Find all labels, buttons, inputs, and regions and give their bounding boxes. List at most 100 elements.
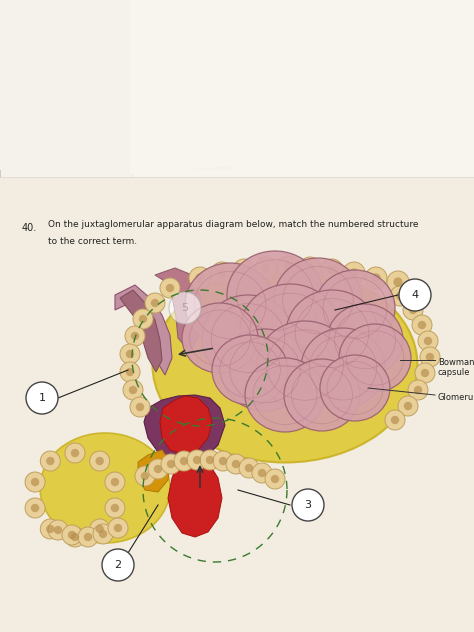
Circle shape [321, 259, 343, 281]
Ellipse shape [315, 270, 395, 346]
Circle shape [95, 525, 104, 533]
Circle shape [252, 463, 272, 483]
Circle shape [125, 326, 145, 346]
Ellipse shape [284, 359, 360, 431]
Text: Glomerulus: Glomerulus [438, 393, 474, 402]
Circle shape [393, 277, 402, 287]
Circle shape [148, 459, 168, 479]
Circle shape [232, 460, 240, 468]
Circle shape [387, 271, 409, 293]
Polygon shape [0, 185, 474, 632]
Circle shape [95, 457, 104, 465]
Circle shape [409, 306, 417, 314]
Circle shape [365, 267, 387, 289]
Circle shape [424, 337, 432, 345]
Circle shape [145, 293, 165, 313]
Circle shape [167, 460, 175, 468]
Circle shape [174, 451, 194, 471]
Circle shape [102, 549, 134, 581]
Circle shape [130, 397, 150, 417]
Ellipse shape [286, 290, 378, 376]
Polygon shape [155, 268, 203, 352]
Circle shape [71, 533, 79, 541]
Ellipse shape [221, 329, 309, 411]
Circle shape [420, 347, 440, 367]
Circle shape [26, 382, 58, 414]
Ellipse shape [245, 358, 325, 432]
Polygon shape [0, 0, 228, 442]
Circle shape [258, 469, 266, 477]
Circle shape [65, 527, 85, 547]
Circle shape [180, 457, 188, 465]
Ellipse shape [40, 433, 170, 543]
Polygon shape [144, 395, 225, 462]
Circle shape [166, 284, 174, 292]
Circle shape [390, 286, 410, 306]
Circle shape [120, 362, 140, 382]
Text: to the correct term.: to the correct term. [48, 237, 137, 246]
Circle shape [48, 520, 68, 540]
Circle shape [114, 524, 122, 532]
Circle shape [277, 256, 299, 278]
Circle shape [54, 526, 62, 534]
Circle shape [265, 469, 285, 489]
Circle shape [372, 274, 381, 283]
Circle shape [226, 454, 246, 474]
Ellipse shape [301, 328, 385, 408]
Circle shape [90, 451, 109, 471]
Circle shape [195, 274, 205, 283]
Circle shape [139, 315, 147, 323]
Circle shape [126, 349, 134, 358]
Circle shape [93, 524, 113, 544]
Circle shape [120, 344, 140, 364]
Circle shape [305, 264, 315, 272]
Circle shape [25, 498, 45, 518]
Ellipse shape [153, 267, 418, 463]
Circle shape [213, 451, 233, 471]
Circle shape [399, 279, 431, 311]
Ellipse shape [320, 355, 390, 421]
Ellipse shape [202, 295, 294, 381]
Circle shape [426, 353, 434, 362]
Circle shape [65, 443, 85, 463]
Circle shape [391, 416, 399, 424]
Circle shape [84, 533, 92, 541]
Circle shape [239, 265, 249, 275]
Circle shape [415, 363, 435, 383]
Circle shape [141, 472, 149, 480]
Circle shape [46, 525, 55, 533]
Circle shape [343, 262, 365, 284]
Circle shape [126, 368, 134, 376]
Circle shape [90, 519, 109, 539]
Circle shape [206, 456, 214, 464]
Ellipse shape [182, 303, 258, 373]
Circle shape [292, 489, 324, 521]
Circle shape [418, 331, 438, 351]
Ellipse shape [327, 304, 403, 376]
Circle shape [161, 454, 181, 474]
Polygon shape [120, 290, 162, 372]
Circle shape [271, 475, 279, 483]
Ellipse shape [185, 263, 275, 347]
Circle shape [299, 257, 321, 279]
Text: 3: 3 [304, 500, 311, 510]
Circle shape [105, 472, 125, 492]
Circle shape [131, 332, 139, 340]
Circle shape [245, 464, 253, 472]
Circle shape [187, 450, 207, 470]
Ellipse shape [257, 321, 353, 409]
Polygon shape [0, 0, 230, 170]
Circle shape [418, 321, 426, 329]
Circle shape [396, 292, 404, 300]
Text: 4: 4 [411, 290, 419, 300]
Ellipse shape [227, 251, 323, 339]
Circle shape [193, 456, 201, 464]
Circle shape [46, 457, 55, 465]
Circle shape [408, 380, 428, 400]
Polygon shape [115, 285, 172, 375]
Circle shape [151, 299, 159, 307]
Circle shape [385, 410, 405, 430]
Circle shape [421, 369, 429, 377]
Circle shape [398, 396, 418, 416]
Circle shape [412, 315, 432, 335]
